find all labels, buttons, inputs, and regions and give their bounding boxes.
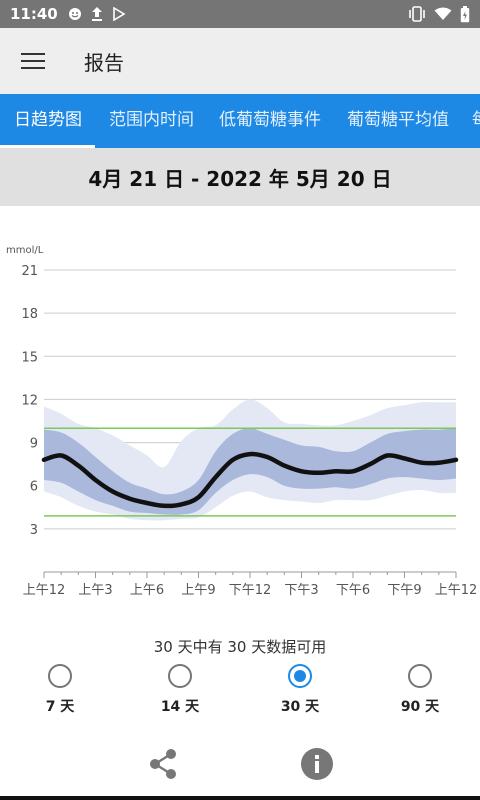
share-button[interactable] [145,746,181,782]
status-left-icons [68,6,126,22]
range-label-14-days: 14 天 [160,699,200,715]
bottom-actions [0,740,480,790]
tab-more-clipped[interactable]: 每 [472,94,480,148]
y-tick-label: 15 [21,350,38,365]
range-option-7-days[interactable]: 7 天 [20,660,100,716]
status-time: 11:40 [10,5,58,23]
y-tick-label: 9 [30,437,38,452]
y-tick-label: 6 [30,480,38,495]
active-tab-indicator [0,145,95,149]
inner-percentile-band [44,428,456,515]
tab-daily-trend[interactable]: 日趋势图 [14,110,82,130]
daily-trend-chart: mmol/L 3 6 9 12 15 18 21 上午12 上午3 上午6 上午9 下午12 下午3 下… [0,206,480,606]
date-range-header: 4月 21 日 - 2022 年 5月 20 日 [0,148,480,206]
x-tick-label: 下午3 [284,583,318,598]
y-axis-unit-label: mmol/L [6,245,44,256]
x-tick-label: 下午9 [387,583,421,598]
battery-icon [460,5,470,23]
tab-average-glucose[interactable]: 葡萄糖平均值 [347,110,449,130]
play-store-icon [112,7,126,21]
data-availability-text: 30 天中有 30 天数据可用 [153,638,327,656]
y-tick-label: 3 [30,523,38,538]
share-icon [150,749,176,779]
range-selector: 7 天 14 天 30 天 90 天 [0,660,480,720]
y-tick-label: 12 [21,393,38,408]
range-label-7-days: 7 天 [45,699,75,715]
range-option-14-days[interactable]: 14 天 [140,660,220,716]
y-tick-label: 21 [21,264,38,279]
range-label-30-days: 30 天 [280,699,320,715]
x-tick-label: 上午9 [181,583,215,598]
hamburger-menu-button[interactable] [0,28,66,94]
x-tick-label: 上午6 [130,583,164,598]
hamburger-menu-icon [21,53,45,69]
vibrate-icon [408,6,426,22]
info-button[interactable] [299,746,335,782]
radio-14-days[interactable] [168,664,192,688]
navigation-bar-edge [0,796,480,800]
app-bar: 报告 [0,28,480,94]
emoji-icon [68,7,82,21]
upload-icon [90,6,104,22]
status-right-icons [408,5,470,23]
wifi-icon [434,7,452,21]
x-tick-label: 下午12 [229,583,272,598]
x-tick-label: 上午12 [23,583,66,598]
median-glucose-line [41,451,459,509]
info-icon [301,748,333,780]
page-title: 报告 [84,50,124,75]
tab-time-in-range[interactable]: 范围内时间 [109,110,194,130]
range-option-90-days[interactable]: 90 天 [380,660,460,716]
status-bar: 11:40 [0,0,480,28]
radio-30-days[interactable] [288,664,312,688]
radio-90-days[interactable] [408,664,432,688]
report-tabs: 日趋势图 范围内时间 低葡萄糖事件 葡萄糖平均值 每 [0,94,480,148]
x-tick-label: 上午3 [78,583,112,598]
tab-low-glucose-events[interactable]: 低葡萄糖事件 [219,110,321,130]
range-label-90-days: 90 天 [400,699,440,715]
range-option-30-days[interactable]: 30 天 [260,660,340,716]
x-tick-label: 上午12 [435,583,478,598]
chart-canvas: mmol/L 3 6 9 12 15 18 21 上午12 上午3 上午6 上午9 下午12 下午3 下… [6,245,478,598]
y-tick-label: 18 [21,307,38,322]
x-tick-label: 下午6 [336,583,370,598]
date-range-text: 4月 21 日 - 2022 年 5月 20 日 [88,166,392,191]
radio-7-days[interactable] [48,664,72,688]
